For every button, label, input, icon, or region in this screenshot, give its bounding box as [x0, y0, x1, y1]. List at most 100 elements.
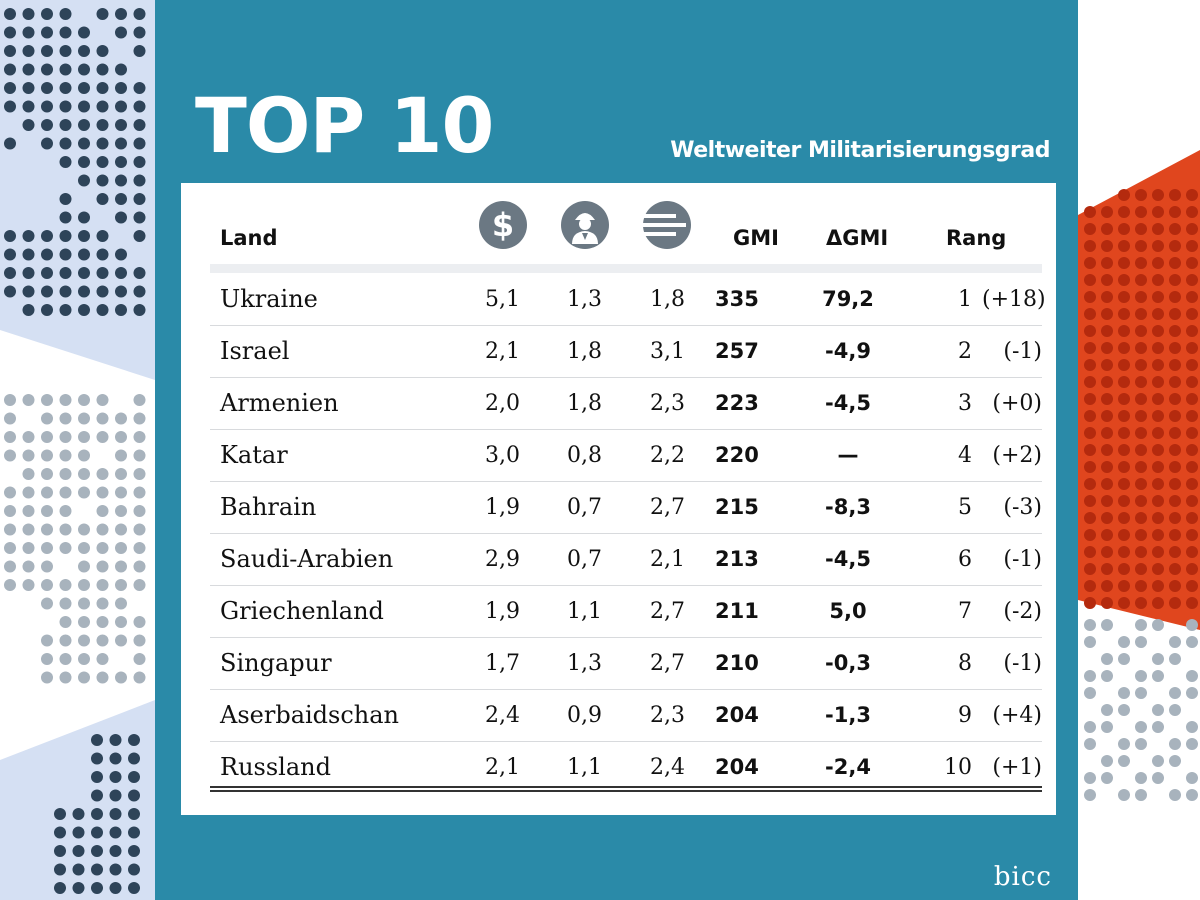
cell-gmi: 210	[715, 651, 759, 675]
cell-heavy-weapons: 2,3	[650, 391, 685, 416]
cell-delta-gmi: -8,3	[825, 495, 871, 519]
table-row: Israel 2,1 1,8 3,1 257 -4,9 2 (-1)	[210, 326, 1042, 378]
cell-financial: 2,4	[485, 703, 520, 728]
table-row: Ukraine 5,1 1,3 1,8 335 79,2 1 (+18)	[210, 274, 1046, 326]
cell-land: Russland	[220, 753, 331, 781]
page-title: TOP 10	[195, 81, 494, 170]
row-divider	[210, 377, 1042, 378]
cell-personnel: 1,1	[567, 755, 602, 780]
cell-delta-gmi: -4,5	[825, 547, 871, 571]
cell-delta-gmi: —	[837, 443, 859, 467]
cell-financial: 2,1	[485, 755, 520, 780]
cell-rank-change: (+0)	[992, 391, 1042, 416]
cell-rank-change: (+1)	[992, 755, 1042, 780]
heavy-weapons-icon	[642, 201, 691, 249]
table-row: Aserbaidschan 2,4 0,9 2,3 204 -1,3 9 (+4)	[210, 690, 1042, 742]
table-row: Saudi-Arabien 2,9 0,7 2,1 213 -4,5 6 (-1)	[210, 534, 1042, 586]
column-header-land: Land	[220, 226, 278, 250]
cell-personnel: 1,8	[567, 391, 602, 416]
cell-delta-gmi: -4,9	[825, 339, 871, 363]
cell-rank-change: (-1)	[1003, 339, 1042, 364]
cell-heavy-weapons: 2,1	[650, 547, 685, 572]
row-divider	[210, 533, 1042, 534]
cell-personnel: 1,3	[567, 651, 602, 676]
cell-financial: 2,1	[485, 339, 520, 364]
svg-text:$: $	[492, 206, 514, 244]
cell-rank: 4	[958, 443, 972, 468]
column-header-gmi: GMI	[733, 226, 779, 250]
cell-delta-gmi: -0,3	[825, 651, 871, 675]
cell-gmi: 335	[715, 287, 759, 311]
cell-rank-change: (-3)	[1003, 495, 1042, 520]
table-bottom-rule	[210, 786, 1042, 792]
cell-rank: 8	[958, 651, 972, 676]
source-credit: bicc	[993, 862, 1052, 892]
row-divider	[210, 481, 1042, 482]
cell-personnel: 0,7	[567, 547, 602, 572]
row-divider	[210, 637, 1042, 638]
soldier-icon	[561, 201, 609, 249]
cell-rank: 5	[958, 495, 972, 520]
cell-heavy-weapons: 2,7	[650, 495, 685, 520]
cell-financial: 2,0	[485, 391, 520, 416]
cell-rank-change: (-1)	[1003, 547, 1042, 572]
cell-rank: 10	[944, 755, 972, 780]
table-card	[181, 183, 1056, 815]
cell-gmi: 211	[715, 599, 759, 623]
cell-rank: 7	[958, 599, 972, 624]
cell-land: Bahrain	[220, 493, 317, 521]
cell-land: Armenien	[220, 389, 339, 417]
page-subtitle: Weltweiter Militarisierungsgrad	[670, 138, 1050, 163]
cell-land: Ukraine	[220, 285, 318, 313]
column-header-rang: Rang	[946, 226, 1007, 250]
column-header-delta-gmi: ΔGMI	[826, 226, 889, 250]
cell-rank-change: (-2)	[1003, 599, 1042, 624]
cell-personnel: 1,8	[567, 339, 602, 364]
cell-rank: 9	[958, 703, 972, 728]
cell-delta-gmi: 79,2	[822, 287, 874, 311]
cell-gmi: 204	[715, 755, 759, 779]
cell-financial: 3,0	[485, 443, 520, 468]
cell-land: Aserbaidschan	[220, 701, 400, 729]
cell-personnel: 0,8	[567, 443, 602, 468]
cell-delta-gmi: -4,5	[825, 391, 871, 415]
cell-personnel: 1,3	[567, 287, 602, 312]
header-divider	[210, 264, 1042, 273]
cell-heavy-weapons: 2,7	[650, 599, 685, 624]
table-row: Armenien 2,0 1,8 2,3 223 -4,5 3 (+0)	[210, 378, 1042, 430]
cell-rank-change: (-1)	[1003, 651, 1042, 676]
cell-rank: 3	[958, 391, 972, 416]
row-divider	[210, 585, 1042, 586]
cell-gmi: 220	[715, 443, 759, 467]
cell-heavy-weapons: 2,3	[650, 703, 685, 728]
dollar-coin-icon: $	[479, 201, 527, 249]
table-row: Katar 3,0 0,8 2,2 220 — 4 (+2)	[210, 430, 1042, 482]
cell-land: Saudi-Arabien	[220, 545, 394, 573]
cell-gmi: 215	[715, 495, 759, 519]
cell-delta-gmi: -2,4	[825, 755, 871, 779]
cell-gmi: 213	[715, 547, 759, 571]
row-divider	[210, 741, 1042, 742]
cell-rank-change: (+2)	[992, 443, 1042, 468]
cell-land: Singapur	[220, 649, 332, 677]
cell-land: Katar	[220, 441, 288, 469]
cell-gmi: 204	[715, 703, 759, 727]
cell-heavy-weapons: 2,2	[650, 443, 685, 468]
cell-delta-gmi: -1,3	[825, 703, 871, 727]
cell-financial: 1,9	[485, 495, 520, 520]
row-divider	[210, 689, 1042, 690]
cell-gmi: 223	[715, 391, 759, 415]
cell-heavy-weapons: 2,7	[650, 651, 685, 676]
table-row: Singapur 1,7 1,3 2,7 210 -0,3 8 (-1)	[210, 638, 1042, 690]
cell-personnel: 1,1	[567, 599, 602, 624]
cell-gmi: 257	[715, 339, 759, 363]
cell-land: Israel	[220, 337, 290, 365]
cell-rank: 6	[958, 547, 972, 572]
cell-financial: 2,9	[485, 547, 520, 572]
cell-heavy-weapons: 2,4	[650, 755, 685, 780]
cell-financial: 1,7	[485, 651, 520, 676]
cell-rank-change: (+4)	[992, 703, 1042, 728]
table-row: Bahrain 1,9 0,7 2,7 215 -8,3 5 (-3)	[210, 482, 1042, 534]
cell-personnel: 0,9	[567, 703, 602, 728]
